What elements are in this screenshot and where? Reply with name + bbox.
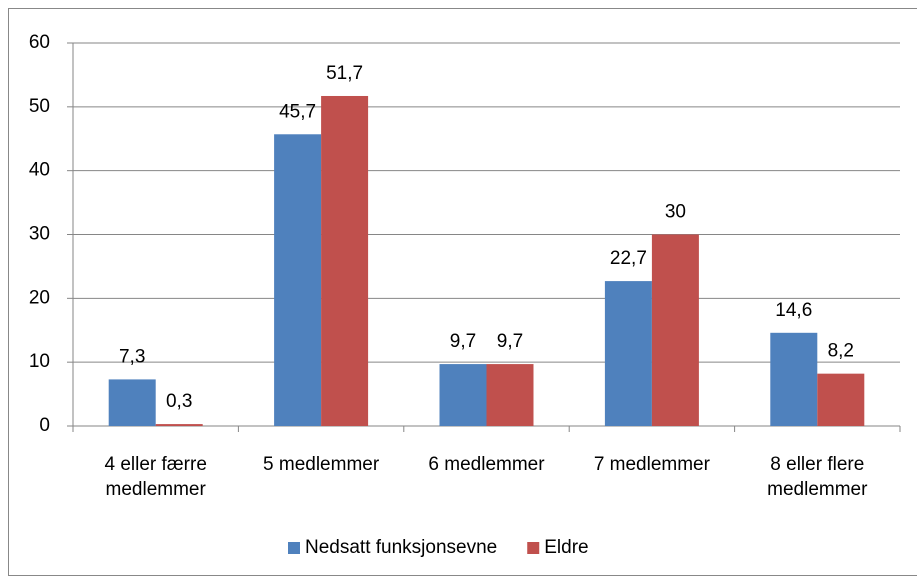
x-tick-label: 6 medlemmer [428, 454, 545, 475]
bar [651, 234, 699, 426]
data-label: 9,7 [497, 331, 523, 352]
y-tick-label: 50 [29, 96, 50, 117]
data-label: 22,7 [610, 248, 647, 269]
bar [108, 379, 156, 426]
y-tick-label: 20 [29, 287, 50, 308]
y-tick-label: 10 [29, 351, 50, 372]
bar [770, 332, 818, 426]
bar [155, 424, 203, 426]
y-tick-label: 60 [29, 32, 50, 53]
y-tick-label: 40 [29, 160, 50, 181]
x-tick-label: 5 medlemmer [263, 454, 380, 475]
bar [439, 364, 487, 426]
data-label: 30 [665, 202, 686, 223]
bar [604, 281, 652, 426]
x-tick-label: 4 eller færre medlemmer [104, 454, 207, 500]
x-tick-label: 7 medlemmer [593, 454, 710, 475]
bar [321, 95, 369, 427]
data-label: 7,3 [119, 346, 145, 367]
legend-label: Nedsatt funksjonsevne [305, 537, 497, 558]
data-label: 0,3 [166, 391, 192, 412]
y-tick-label: 0 [39, 415, 50, 436]
y-tick-label: 30 [29, 224, 50, 245]
data-label: 9,7 [450, 331, 476, 352]
x-tick-label: 8 eller flere medlemmer [767, 454, 868, 500]
bar [817, 373, 865, 426]
legend-swatch [527, 542, 540, 554]
data-label: 8,2 [828, 341, 854, 362]
legend-swatch [288, 542, 300, 554]
data-label: 14,6 [775, 300, 812, 321]
legend-label: Eldre [544, 537, 588, 558]
chart-border [8, 8, 917, 576]
data-label: 51,7 [326, 63, 363, 84]
bar [274, 134, 322, 426]
bar [486, 364, 534, 426]
data-label: 45,7 [279, 101, 316, 122]
